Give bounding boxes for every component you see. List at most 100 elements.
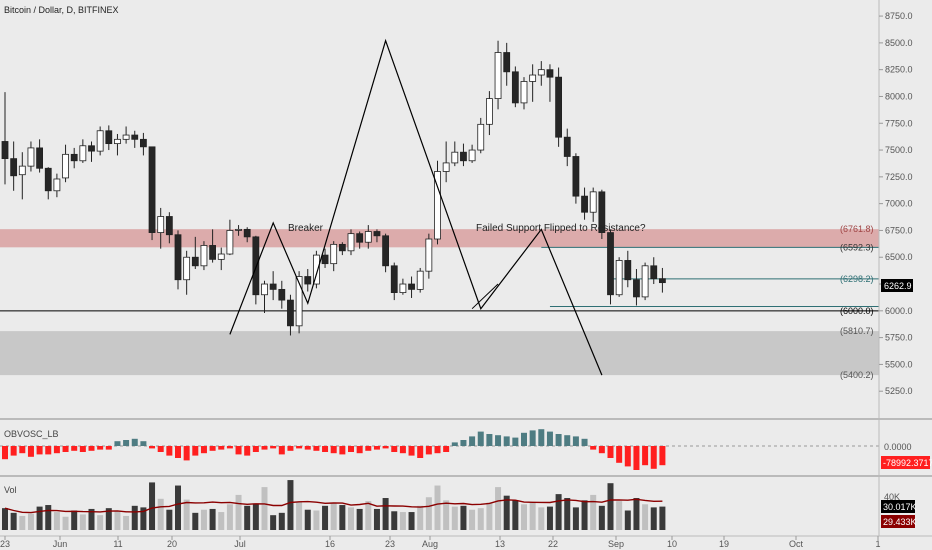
x-tick-label: 16 [325, 539, 335, 549]
volume-bar [598, 505, 605, 530]
volume-bar [339, 505, 346, 530]
failed-support-annotation: Failed Support Flipped to Resistance? [476, 223, 646, 234]
volume-bar [123, 515, 130, 530]
oscillator-bar [356, 446, 363, 454]
volume-axis-label: 40K [884, 492, 900, 502]
volume-ma-tag: 29.433K [881, 515, 917, 528]
candle [364, 225, 372, 249]
volume-bar [79, 514, 86, 530]
x-tick-label: Jun [53, 539, 68, 549]
volume-bar [10, 512, 17, 530]
x-tick-label: 20 [167, 539, 177, 549]
candle-body [399, 283, 407, 293]
volume-bar [105, 508, 112, 530]
candle [347, 229, 355, 256]
oscillator-bar [166, 446, 173, 456]
volume-bar [434, 485, 441, 530]
candle-body [330, 243, 338, 265]
candle [546, 64, 554, 102]
volume-bar [166, 509, 173, 530]
y-tick-label: 5250.0 [885, 386, 913, 396]
oscillator-bar [486, 434, 493, 446]
level-label: (6592.3) [840, 242, 874, 252]
candle [356, 231, 364, 249]
oscillator-bar [590, 446, 597, 450]
volume-bar [650, 507, 657, 530]
volume-bar [322, 505, 329, 530]
oscillator-bar [339, 446, 346, 455]
oscillator-bar [555, 434, 562, 446]
candle [209, 229, 217, 263]
candle [485, 91, 493, 136]
volume-bar [278, 512, 285, 530]
candle-body [131, 134, 139, 140]
y-tick-label: 6000.0 [885, 306, 913, 316]
oscillator-bar [36, 446, 43, 455]
volume-bar [633, 498, 640, 530]
volume-bar [486, 502, 493, 530]
volume-bar [183, 499, 190, 530]
volume-title: Vol [4, 485, 17, 495]
candle-body [641, 265, 649, 298]
x-tick-label: Oct [789, 539, 804, 549]
oscillator-bar [503, 436, 510, 446]
candle [650, 257, 658, 285]
volume-bar [572, 507, 579, 530]
y-tick-label: 7250.0 [885, 172, 913, 182]
candle [460, 143, 467, 167]
oscillator-bar [650, 446, 657, 469]
volume-bar [356, 508, 363, 530]
candle [408, 276, 415, 298]
candle [200, 241, 208, 271]
candle [373, 229, 381, 243]
candle-body [589, 191, 597, 213]
volume-bar [417, 505, 424, 530]
x-tick-label: 22 [548, 539, 558, 549]
candle [295, 271, 303, 334]
volume-bar [97, 515, 104, 530]
volume-bar [287, 480, 294, 530]
svg-text:30.017K: 30.017K [883, 502, 917, 512]
volume-bar [581, 500, 588, 530]
volume-bar [2, 508, 8, 530]
x-tick-label: Aug [422, 539, 438, 549]
oscillator-bar [512, 437, 519, 446]
candle-body [243, 228, 251, 238]
candle-body [304, 276, 312, 285]
volume-bar [252, 504, 259, 530]
candle-body [157, 216, 165, 233]
oscillator-bar [79, 446, 86, 452]
candle [607, 229, 614, 305]
candle [243, 227, 251, 243]
oscillator-bar [157, 446, 164, 452]
candle [330, 241, 338, 272]
oscillator-bar [598, 446, 605, 454]
y-tick-label: 8250.0 [885, 65, 913, 75]
candle-body [503, 52, 511, 73]
y-tick-label: 8000.0 [885, 91, 913, 101]
volume-bar [607, 483, 614, 530]
volume-bar [71, 510, 78, 530]
volume-bar [373, 508, 380, 530]
volume-ma-line [4, 498, 663, 514]
candle [434, 160, 441, 245]
candle [131, 130, 139, 148]
candle [399, 278, 407, 295]
volume-bar [149, 482, 156, 530]
oscillator-bar [183, 446, 190, 461]
candle-body [235, 228, 242, 231]
y-tick-label: 5500.0 [885, 359, 913, 369]
oscillator-bar [261, 446, 268, 450]
volume-bar [408, 512, 415, 530]
candle-body [555, 76, 562, 138]
candle-body [485, 98, 493, 125]
oscillator-bar [322, 446, 329, 452]
breaker-annotation: Breaker [288, 223, 324, 234]
x-tick-label: 13 [495, 539, 505, 549]
candle-body [53, 178, 61, 192]
candle-body [70, 153, 78, 162]
volume-bar [218, 512, 225, 530]
y-tick-label: 7750.0 [885, 118, 913, 128]
oscillator-bar [287, 446, 294, 451]
